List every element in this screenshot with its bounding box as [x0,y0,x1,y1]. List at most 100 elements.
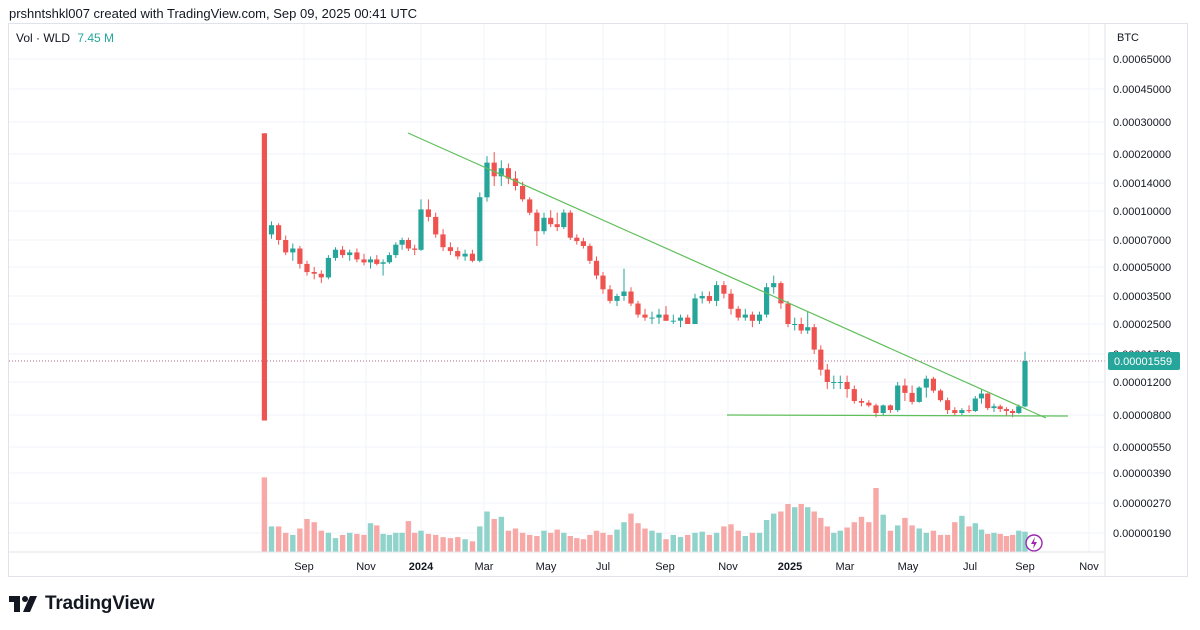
volume-bar [425,533,432,552]
candle-body [418,209,424,250]
volume-bar [805,507,811,552]
candle [462,249,468,261]
candle [447,242,453,256]
candle-body [756,314,763,321]
time-axis: Sep Nov 2024 Mar May Jul Sep Nov 2025 Mar May Jul Se… [294,534,1099,573]
volume-bar [721,526,727,552]
candle [798,317,804,334]
candle [367,256,374,269]
volume-bar [972,523,978,552]
candle [714,281,720,307]
candle-body [749,314,755,321]
candle [412,244,418,256]
volume-bar [325,532,332,552]
candle [811,324,817,354]
candle [469,249,475,263]
candle [909,385,915,405]
volume-legend-label: Vol · WLD [16,31,71,45]
candle-body [663,314,669,321]
candle [880,404,886,417]
candle-body [798,324,804,331]
candle-body [405,240,411,249]
volume-bar [614,529,620,552]
candle-body [399,240,405,245]
candle-body [1010,411,1016,413]
candle-body [785,303,791,324]
volume-bar [628,513,634,552]
volume-bar [527,534,533,552]
candle-body [491,162,497,177]
lightning-icon [1025,534,1043,552]
price-tick-label: 0.00000390 [1113,468,1171,480]
candle [837,375,843,390]
candle [749,311,755,328]
candle-body [548,217,554,225]
volume-bar [930,530,937,552]
candle-body [554,224,560,228]
volume-bar [374,525,380,553]
candle-body [455,251,461,257]
volume-bar [548,532,554,552]
candle-body [742,314,748,318]
volume-bar [670,534,676,552]
candle-body [778,283,784,304]
candle [735,306,741,321]
candle [805,311,811,334]
volume-bar [621,522,627,552]
chart-grid [9,24,1105,552]
volume-bar [735,530,741,552]
volume-bar [978,529,985,552]
candle-body [978,393,985,399]
volume-bar [785,504,791,552]
volume-bar [1003,536,1010,552]
volume-bar [554,529,560,552]
candle-body [527,199,533,213]
candle [916,386,922,403]
price-tick-label: 0.00000270 [1113,498,1171,510]
volume-bar [699,531,705,552]
candle [866,400,872,408]
candle [433,212,439,238]
volume-bar [268,526,275,552]
price-axis-currency: BTC [1117,32,1139,44]
volume-bar [851,522,857,552]
candle-body [635,303,641,315]
candle [276,223,282,245]
candle-body [1022,361,1028,407]
volume-bar [367,523,374,552]
candle [580,237,586,249]
volume-bar [380,533,386,552]
volume-bar [561,532,567,552]
volume-legend-value: 7.45 M [77,31,115,45]
candle [824,364,830,390]
candle-body [858,401,865,403]
candle-body [916,387,922,402]
candle [930,376,936,393]
candle [534,209,540,246]
candle [505,163,511,185]
candle-body [887,405,893,411]
candle [670,314,676,324]
chart-frame[interactable] [8,23,1188,577]
candle-body [880,405,886,413]
candle-body [276,225,282,240]
descending-trendline [407,132,1047,419]
candle [831,375,837,390]
volume-bar [405,521,412,552]
candle-body [930,378,936,391]
volume-legend[interactable]: Vol · WLD 7.45 M [16,31,114,45]
volume-bar [318,530,324,552]
volume-bars [261,477,1028,553]
chart-caption: prshntshkl007 created with TradingView.c… [9,6,418,21]
candle [380,259,386,276]
tradingview-logo[interactable]: TradingView [9,593,155,615]
candle [418,199,424,251]
time-tick-label: Sep [294,561,314,573]
candle-body [728,293,734,309]
candle-body [567,212,573,238]
price-tick-label: 0.00014000 [1113,178,1171,190]
volume-bar [393,532,399,552]
candle [297,245,303,269]
candle [527,197,533,216]
